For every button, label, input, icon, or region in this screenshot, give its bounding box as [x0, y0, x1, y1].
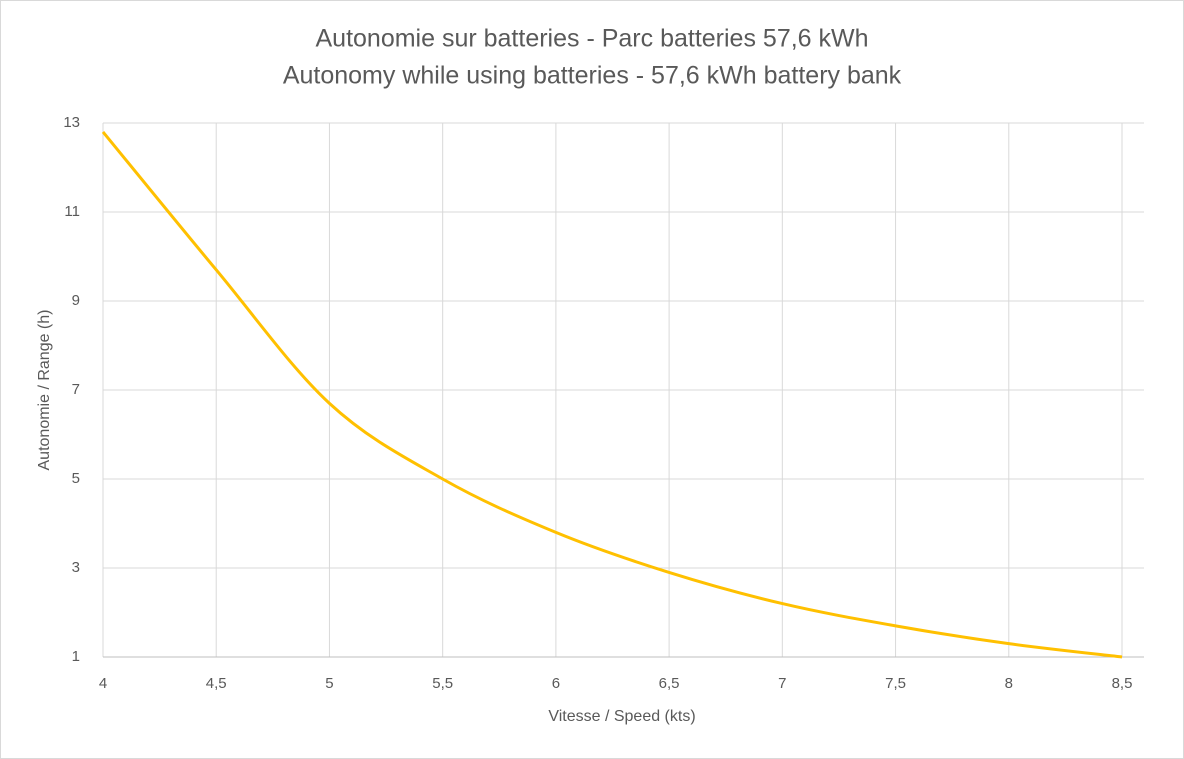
x-axis-title: Vitesse / Speed (kts): [548, 708, 695, 725]
y-tick-label: 1: [72, 648, 80, 665]
x-tick-label: 7,5: [885, 675, 906, 692]
y-tick-label: 13: [63, 114, 80, 131]
y-tick-label: 9: [72, 292, 80, 309]
x-tick-label: 6,5: [659, 675, 680, 692]
x-tick-label: 5: [325, 675, 333, 692]
y-tick-label: 3: [72, 559, 80, 576]
x-tick-label: 8,5: [1112, 675, 1133, 692]
y-axis-title: Autonomie / Range (h): [36, 310, 53, 471]
data-line: [101, 130, 1123, 659]
y-tick-label: 7: [72, 381, 80, 398]
x-tick-label: 4,5: [206, 675, 227, 692]
x-tick-label: 6: [552, 675, 560, 692]
x-tick-label: 7: [778, 675, 786, 692]
x-tick-label: 4: [99, 675, 107, 692]
y-tick-label: 5: [72, 470, 80, 487]
y-tick-label: 11: [64, 203, 80, 220]
x-tick-label: 5,5: [432, 675, 453, 692]
chart-subtitle: Autonomy while using batteries - 57,6 kW…: [283, 62, 902, 90]
chart-title: Autonomie sur batteries - Parc batteries…: [315, 25, 868, 53]
x-tick-label: 8: [1005, 675, 1013, 692]
